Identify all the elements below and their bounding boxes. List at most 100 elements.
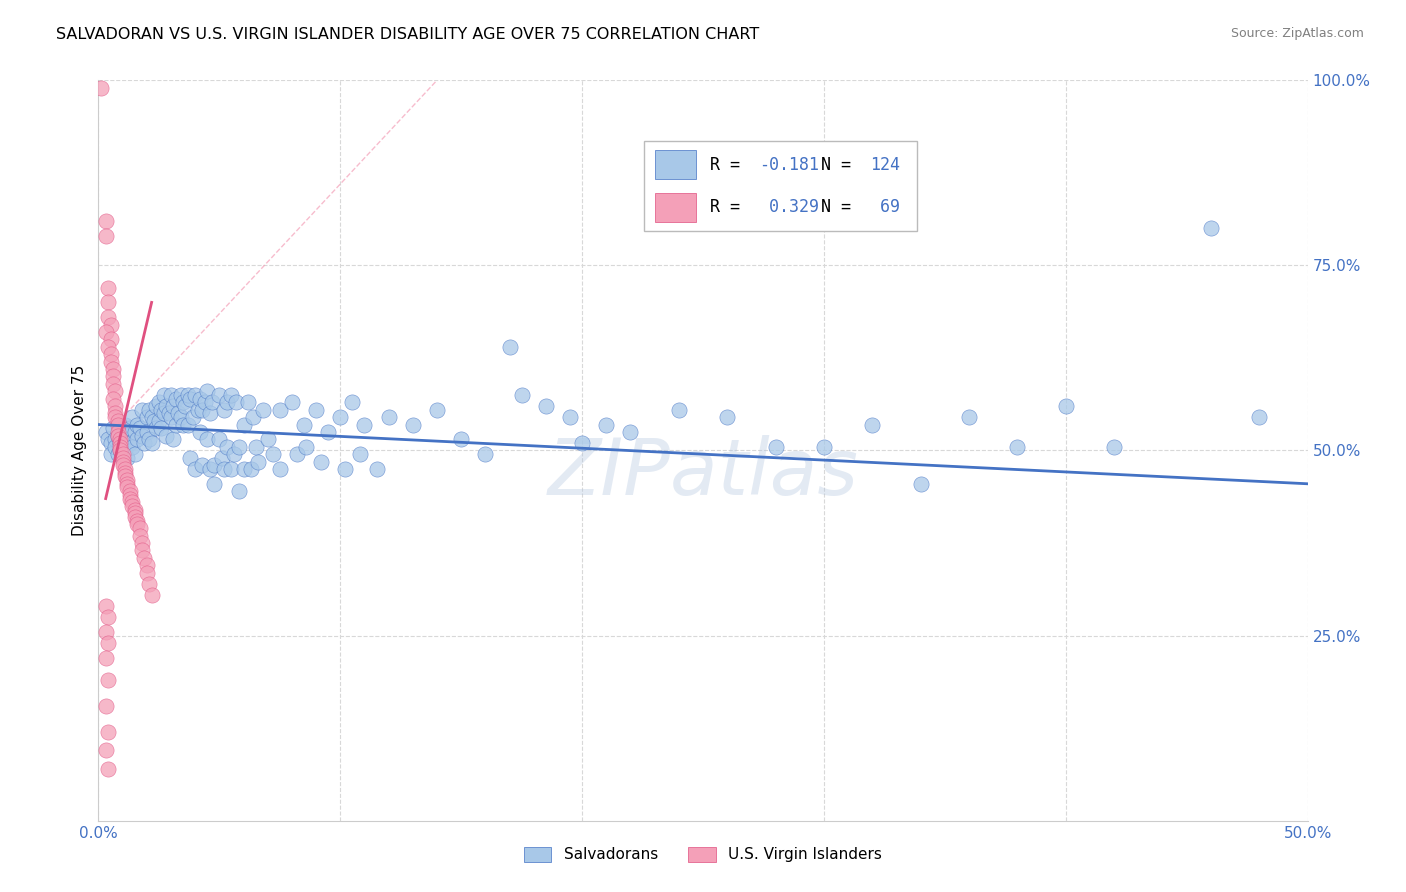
- Text: N =: N =: [821, 198, 852, 217]
- Point: [121, 499, 143, 513]
- Point: [104, 410, 127, 425]
- Point: [239, 462, 262, 476]
- Point: [108, 443, 131, 458]
- Point: [215, 395, 238, 409]
- Point: [135, 558, 157, 573]
- Point: [155, 428, 177, 442]
- Point: [143, 414, 166, 428]
- Point: [187, 402, 209, 417]
- Point: [114, 443, 136, 458]
- Point: [111, 454, 134, 468]
- Point: [204, 476, 226, 491]
- Text: 0.329: 0.329: [759, 198, 818, 217]
- Point: [184, 388, 207, 402]
- Point: [184, 462, 207, 476]
- Point: [111, 447, 134, 461]
- Legend: Salvadorans, U.S. Virgin Islanders: Salvadorans, U.S. Virgin Islanders: [517, 841, 889, 869]
- Point: [100, 332, 122, 346]
- Point: [333, 462, 356, 476]
- Point: [108, 436, 131, 450]
- Point: [141, 588, 163, 602]
- Point: [104, 407, 127, 421]
- Text: ZIPatlas: ZIPatlas: [547, 434, 859, 511]
- Point: [111, 458, 134, 473]
- Point: [121, 495, 143, 509]
- Point: [108, 436, 131, 450]
- Point: [222, 447, 245, 461]
- Point: [162, 399, 184, 413]
- Point: [97, 724, 120, 739]
- Point: [765, 440, 787, 454]
- Point: [124, 447, 146, 461]
- Point: [169, 388, 191, 402]
- Point: [309, 454, 332, 468]
- Point: [108, 433, 131, 447]
- Point: [135, 425, 157, 439]
- Point: [174, 399, 197, 413]
- Point: [668, 402, 690, 417]
- Point: [160, 388, 183, 402]
- Point: [118, 484, 141, 499]
- Point: [127, 433, 149, 447]
- Point: [94, 425, 117, 439]
- Point: [172, 417, 194, 432]
- Point: [305, 402, 328, 417]
- Point: [498, 340, 520, 354]
- Point: [716, 410, 738, 425]
- Point: [215, 440, 238, 454]
- Point: [198, 462, 221, 476]
- Point: [1249, 410, 1271, 425]
- Point: [292, 417, 315, 432]
- Point: [94, 650, 117, 665]
- FancyBboxPatch shape: [644, 142, 917, 231]
- Point: [1199, 221, 1222, 235]
- Point: [450, 433, 472, 447]
- Point: [127, 514, 149, 528]
- Point: [117, 428, 139, 442]
- Point: [366, 462, 388, 476]
- Point: [94, 214, 117, 228]
- Point: [252, 402, 274, 417]
- Point: [152, 407, 174, 421]
- Point: [138, 402, 160, 417]
- Point: [238, 395, 260, 409]
- Point: [269, 462, 291, 476]
- Point: [100, 447, 122, 461]
- Point: [957, 410, 980, 425]
- Point: [97, 762, 120, 776]
- Y-axis label: Disability Age Over 75: Disability Age Over 75: [72, 365, 87, 536]
- Point: [204, 458, 226, 473]
- Point: [117, 450, 139, 465]
- Point: [118, 488, 141, 502]
- Point: [172, 395, 194, 409]
- Point: [191, 458, 214, 473]
- Point: [269, 402, 291, 417]
- Point: [212, 462, 235, 476]
- Point: [510, 388, 533, 402]
- Point: [160, 410, 183, 425]
- Point: [124, 510, 146, 524]
- Point: [100, 347, 122, 361]
- Point: [94, 325, 117, 339]
- Point: [329, 410, 352, 425]
- Point: [232, 462, 254, 476]
- Point: [558, 410, 581, 425]
- Point: [121, 410, 143, 425]
- Point: [101, 392, 124, 406]
- Point: [124, 507, 146, 521]
- Point: [94, 228, 117, 243]
- Text: 124: 124: [870, 155, 900, 174]
- Point: [211, 450, 233, 465]
- Point: [225, 395, 247, 409]
- Point: [402, 417, 425, 432]
- Point: [150, 402, 173, 417]
- Point: [201, 395, 224, 409]
- Point: [141, 410, 163, 425]
- Point: [377, 410, 399, 425]
- Point: [100, 436, 122, 450]
- Text: 69: 69: [870, 198, 900, 217]
- Point: [100, 318, 122, 332]
- Point: [619, 425, 641, 439]
- Point: [101, 376, 124, 391]
- Point: [90, 80, 112, 95]
